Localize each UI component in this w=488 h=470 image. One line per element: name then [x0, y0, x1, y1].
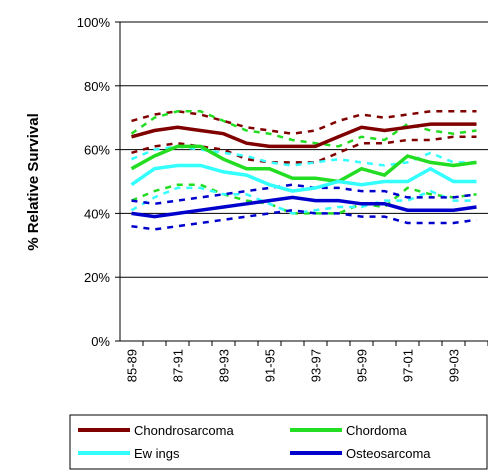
legend-label: Ew ings	[134, 446, 180, 461]
x-tick-label: 99-03	[447, 349, 462, 382]
ci-line	[131, 183, 477, 206]
ci-line	[131, 110, 477, 135]
ci-line	[130, 110, 477, 148]
y-tick-label: 60%	[84, 143, 110, 158]
series-line	[131, 195, 477, 219]
legend-label: Chondrosarcoma	[134, 423, 234, 438]
legend-label: Osteosarcoma	[346, 446, 431, 461]
y-tick-label: 100%	[77, 15, 111, 30]
ci-line	[131, 208, 477, 231]
legend-label: Chordoma	[346, 423, 407, 438]
series-line	[130, 144, 477, 184]
x-tick-label: 91-95	[263, 349, 278, 382]
y-tick-label: 80%	[84, 79, 110, 94]
series-line	[131, 122, 477, 149]
x-tick-label: 95-99	[355, 349, 370, 382]
x-tick-label: 85-89	[125, 349, 140, 382]
y-axis-label: % Relative Survival	[25, 113, 42, 251]
y-tick-label: 0%	[91, 334, 110, 349]
ci-line	[131, 183, 477, 215]
y-tick-label: 40%	[84, 206, 110, 221]
series-line	[130, 163, 477, 193]
x-tick-label: 93-97	[309, 349, 324, 382]
y-tick-label: 20%	[84, 270, 110, 285]
ci-line	[130, 186, 477, 215]
x-tick-label: 89-93	[217, 349, 232, 382]
x-tick-label: 97-01	[401, 349, 416, 382]
x-tick-label: 87-91	[171, 349, 186, 382]
legend-box	[69, 414, 488, 470]
